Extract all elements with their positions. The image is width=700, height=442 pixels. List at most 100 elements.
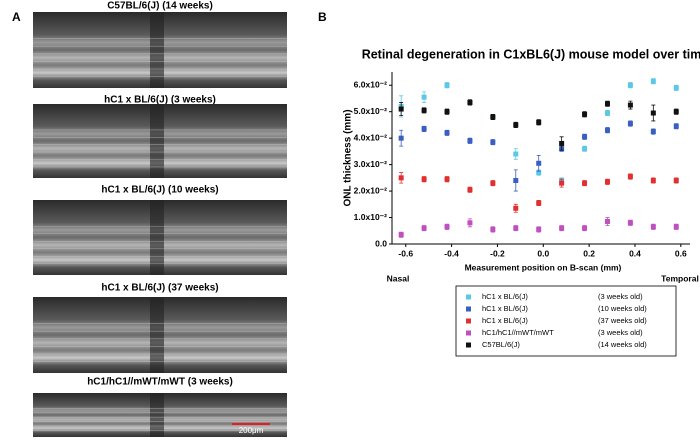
y-tick-label: 6.0x10⁻²	[354, 79, 387, 89]
point	[559, 180, 565, 186]
x-tick-label: -0.4	[444, 248, 459, 258]
x-note: Temporal	[661, 273, 699, 283]
x-axis-title: Measurement position on B-scan (mm)	[465, 262, 622, 272]
scale-bar-label: 200μm	[239, 426, 264, 435]
point	[650, 78, 656, 84]
point	[673, 123, 679, 129]
x-tick-label: 0.6	[675, 248, 687, 258]
point	[582, 180, 588, 186]
point	[627, 82, 633, 88]
point	[673, 109, 679, 115]
y-tick-label: 2.0x10⁻²	[354, 185, 387, 195]
point	[627, 102, 633, 108]
point	[513, 122, 519, 128]
point	[650, 110, 656, 116]
panel-label: B	[318, 10, 327, 24]
point	[490, 139, 496, 145]
point	[673, 177, 679, 183]
point	[582, 146, 588, 152]
point	[604, 219, 610, 225]
point	[604, 179, 610, 185]
x-note: Nasal	[387, 273, 410, 283]
point	[604, 101, 610, 107]
point	[650, 224, 656, 230]
point	[490, 226, 496, 232]
legend-label: hC1 x BL/6(J)	[482, 316, 528, 325]
point	[398, 232, 404, 238]
chart-title: Retinal degeneration in C1xBL6(J) mouse …	[362, 47, 700, 61]
legend-label: hC1/hC1//mWT/mWT	[482, 328, 554, 337]
legend-label: hC1 x BL/6(J)	[482, 304, 528, 313]
x-tick-label: 0.4	[629, 248, 641, 258]
point	[467, 220, 473, 226]
point	[513, 205, 519, 211]
image-title: hC1 x BL/6(J) (3 weeks)	[104, 95, 216, 106]
image-title: hC1/hC1//mWT/mWT (3 weeks)	[87, 377, 233, 388]
point	[673, 224, 679, 230]
point	[444, 130, 450, 136]
legend-box	[455, 285, 677, 357]
panel-label: A	[12, 10, 21, 24]
point	[559, 225, 565, 231]
point	[513, 225, 519, 231]
point	[421, 126, 427, 132]
point	[559, 140, 565, 146]
legend-swatch	[466, 294, 471, 300]
point	[604, 127, 610, 133]
legend-age: (3 weeks old)	[598, 328, 643, 337]
point	[467, 138, 473, 144]
point	[444, 109, 450, 115]
point	[673, 85, 679, 91]
point	[513, 177, 519, 183]
x-tick-label: -0.6	[398, 248, 413, 258]
point	[398, 175, 404, 181]
legend-age: (3 weeks old)	[598, 292, 643, 301]
point	[444, 176, 450, 182]
point	[467, 187, 473, 193]
point	[513, 151, 519, 157]
point	[582, 111, 588, 117]
point	[627, 220, 633, 226]
x-tick-label: -0.2	[490, 248, 505, 258]
y-tick-label: 3.0x10⁻²	[354, 159, 387, 169]
point	[490, 114, 496, 120]
point	[444, 224, 450, 230]
legend-age: (37 weeks old)	[598, 316, 647, 325]
point	[536, 226, 542, 232]
point	[421, 94, 427, 100]
point	[627, 121, 633, 127]
y-tick-label: 4.0x10⁻²	[354, 132, 387, 142]
point	[650, 129, 656, 135]
point	[421, 225, 427, 231]
point	[398, 135, 404, 141]
y-tick-label: 0.0	[375, 238, 387, 248]
legend-age: (10 weeks old)	[598, 304, 647, 313]
y-tick-label: 1.0x10⁻²	[354, 212, 387, 222]
point	[536, 200, 542, 206]
x-tick-label: 0.0	[537, 248, 549, 258]
point	[467, 99, 473, 105]
point	[582, 225, 588, 231]
point	[536, 119, 542, 125]
x-tick-label: 0.2	[583, 248, 595, 258]
point	[398, 106, 404, 112]
point	[604, 110, 610, 116]
image-title: C57BL/6(J) (14 weeks)	[107, 1, 213, 12]
point	[421, 107, 427, 113]
y-tick-label: 5.0x10⁻²	[354, 106, 387, 116]
point	[582, 134, 588, 140]
legend-age: (14 weeks old)	[598, 340, 647, 349]
point	[627, 174, 633, 180]
legend-label: hC1 x BL/6(J)	[482, 292, 528, 301]
point	[444, 82, 450, 88]
point	[421, 176, 427, 182]
legend-label: C57BL/6(J)	[482, 340, 520, 349]
point	[490, 180, 496, 186]
image-title: hC1 x BL/6(J) (37 weeks)	[101, 283, 218, 294]
point	[536, 160, 542, 166]
image-title: hC1 x BL/6(J) (10 weeks)	[101, 185, 218, 196]
legend-swatch	[466, 330, 471, 336]
legend-swatch	[466, 342, 471, 348]
point	[536, 170, 542, 176]
